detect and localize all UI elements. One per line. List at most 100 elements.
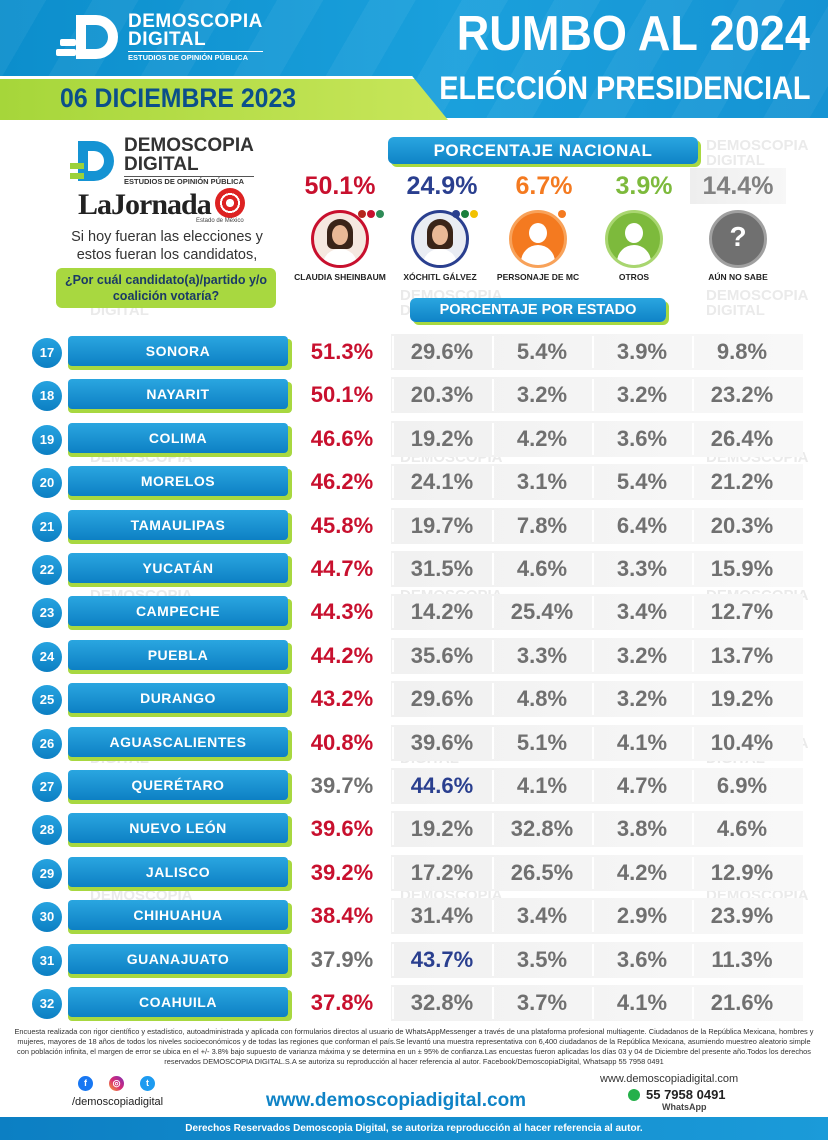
state-value: 23.2% — [710, 382, 774, 408]
state-value: 3.6% — [616, 425, 668, 451]
state-values: 39.2% 17.2% 26.5% 4.2% 12.9% — [293, 854, 803, 891]
state-value: 44.3% — [293, 594, 391, 631]
state-number-badge: 20 — [32, 468, 62, 499]
state-row: 20 MORELOS 46.2% 24.1% 3.1% 5.4% 21.2% — [0, 460, 828, 502]
brand-line1: DEMOSCOPIA — [128, 11, 263, 32]
state-value: 46.2% — [293, 464, 391, 501]
state-number-badge: 24 — [32, 641, 62, 672]
state-value: 44.2% — [293, 637, 391, 674]
cell-divider — [392, 683, 394, 716]
state-name: COLIMA — [68, 422, 288, 453]
state-banner: PORCENTAJE POR ESTADO — [410, 298, 666, 322]
state-values: 51.3% 29.6% 5.4% 3.9% 9.8% — [293, 334, 803, 370]
state-value: 12.9% — [710, 859, 774, 885]
state-number-badge: 23 — [32, 598, 62, 629]
cell-divider — [392, 639, 394, 672]
cell-divider — [392, 509, 394, 542]
person-icon — [605, 210, 663, 268]
cell-divider — [492, 379, 494, 412]
whatsapp-icon — [628, 1088, 640, 1101]
state-value: 3.7% — [516, 990, 568, 1015]
methodology-note: Encuesta realizada con rigor científico … — [14, 1027, 814, 1066]
state-name: CHIHUAHUA — [68, 900, 288, 931]
national-value: 14.4% — [690, 168, 786, 204]
la-jornada-logo: LaJornada Estado de México — [78, 188, 245, 224]
candidate-photo — [411, 210, 469, 268]
state-value: 37.8% — [293, 985, 391, 1021]
state-values: 39.7% 44.6% 4.1% 4.7% 6.9% — [293, 768, 803, 804]
state-name: CAMPECHE — [68, 596, 288, 627]
state-name: TAMAULIPAS — [68, 509, 288, 540]
state-name: QUERÉTARO — [68, 770, 288, 800]
brand-line1: DEMOSCOPIA — [124, 135, 254, 156]
state-value: 19.2% — [710, 686, 774, 712]
whatsapp-number: 55 7958 0491 — [646, 1087, 726, 1102]
state-value: 19.2% — [410, 816, 474, 842]
state-number-badge: 19 — [32, 424, 62, 455]
state-row: 19 COLIMA 46.6% 19.2% 4.2% 3.6% 26.4% — [0, 417, 828, 459]
cell-divider — [592, 856, 594, 889]
candidate-name: OTROS — [618, 272, 650, 282]
cell-divider — [692, 856, 694, 889]
state-value: 24.1% — [410, 469, 474, 495]
national-value: 50.1% — [304, 172, 376, 200]
whatsapp-contact[interactable]: 55 7958 0491 — [628, 1087, 726, 1102]
state-row: 31 GUANAJUATO 37.9% 43.7% 3.5% 3.6% 11.3% — [0, 938, 828, 980]
instagram-icon[interactable]: ◎ — [109, 1076, 124, 1091]
page-title: RUMBO AL 2024 — [456, 7, 810, 61]
state-value: 39.2% — [293, 854, 391, 891]
cell-divider — [592, 900, 594, 933]
twitter-icon[interactable]: t — [140, 1076, 155, 1091]
state-value: 51.3% — [293, 334, 391, 370]
cell-divider — [592, 770, 594, 802]
demoscopia-logo: DEMOSCOPIA DIGITAL ESTUDIOS DE OPINIÓN P… — [56, 11, 263, 63]
state-value: 4.1% — [616, 990, 668, 1015]
national-value: 6.7% — [515, 172, 573, 200]
national-value: 24.9% — [406, 172, 478, 200]
cell-divider — [492, 639, 494, 672]
cell-divider — [392, 770, 394, 802]
state-value: 44.7% — [293, 551, 391, 587]
state-values: 37.8% 32.8% 3.7% 4.1% 21.6% — [293, 985, 803, 1021]
state-number-badge: 22 — [32, 555, 62, 585]
state-value: 12.7% — [710, 599, 774, 625]
state-value: 4.6% — [516, 556, 568, 581]
state-name: COAHUILA — [68, 987, 288, 1017]
cell-divider — [692, 683, 694, 716]
cell-divider — [592, 683, 594, 716]
website-link[interactable]: www.demoscopiadigital.com — [266, 1090, 527, 1111]
cell-divider — [392, 596, 394, 629]
candidate-name: AÚN NO SABE — [708, 272, 768, 282]
state-name: SONORA — [68, 336, 288, 366]
website-small[interactable]: www.demoscopiadigital.com — [600, 1073, 739, 1085]
state-row: 25 DURANGO 43.2% 29.6% 4.8% 3.2% 19.2% — [0, 677, 828, 719]
state-number-badge: 18 — [32, 381, 62, 412]
partner-sub: Estado de México — [196, 218, 244, 224]
cell-divider — [692, 900, 694, 933]
question-box: ¿Por cuál candidato(a)/partido y/o coali… — [56, 268, 276, 308]
state-value: 5.4% — [516, 339, 568, 364]
cell-divider — [392, 987, 394, 1019]
state-name: GUANAJUATO — [68, 943, 288, 974]
cell-divider — [392, 813, 394, 846]
state-value: 29.6% — [410, 339, 474, 364]
state-values: 43.2% 29.6% 4.8% 3.2% 19.2% — [293, 681, 803, 718]
state-value: 21.2% — [710, 469, 774, 495]
state-value: 35.6% — [410, 642, 474, 668]
cell-divider — [592, 422, 594, 455]
national-results: 50.1% 24.9% 6.7% 3.9% 14.4% — [290, 168, 810, 206]
state-value: 3.1% — [516, 469, 568, 495]
cell-divider — [592, 813, 594, 846]
state-value: 23.9% — [710, 903, 774, 929]
state-row: 27 QUERÉTARO 39.7% 44.6% 4.1% 4.7% 6.9% — [0, 764, 828, 806]
facebook-icon[interactable]: f — [78, 1076, 93, 1091]
party-logos-icon — [558, 210, 566, 218]
cell-divider — [492, 509, 494, 542]
state-value: 3.4% — [516, 903, 568, 929]
candidate-card: XÓCHITL GÁLVEZ — [392, 210, 488, 282]
state-value: 39.7% — [293, 768, 391, 804]
state-number-badge: 21 — [32, 511, 62, 542]
state-value: 26.5% — [510, 859, 574, 885]
state-number-badge: 30 — [32, 902, 62, 933]
cell-divider — [492, 683, 494, 716]
